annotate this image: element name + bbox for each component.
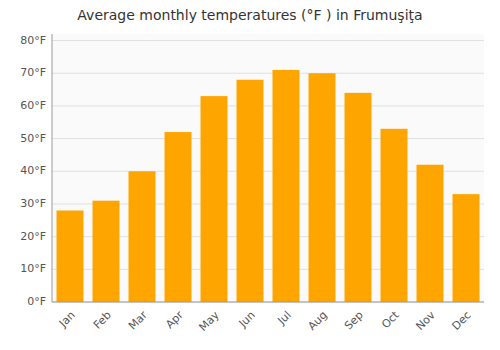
y-tick-label: 50°F xyxy=(20,132,46,145)
plot-background xyxy=(52,34,484,302)
y-tick-label: 80°F xyxy=(20,34,46,47)
grid-line xyxy=(52,105,484,106)
bar xyxy=(129,171,156,302)
bar xyxy=(57,210,84,302)
x-tick-label: Jul xyxy=(274,309,293,328)
chart: 0°F 10°F 20°F 30°F 40°F 50°F 60°F 70°F 80°F Jan Fe… xyxy=(0,0,500,350)
x-tick-label: Oct xyxy=(379,308,402,331)
bar xyxy=(273,70,300,302)
x-tick-label: Jun xyxy=(236,309,258,331)
x-tick-label: Aug xyxy=(305,309,329,333)
bar xyxy=(309,73,336,302)
grid-line xyxy=(52,302,484,303)
title: Average monthly temperatures (°F ) in Fr… xyxy=(77,7,422,23)
y-tick-label: 30°F xyxy=(20,197,46,210)
bar xyxy=(237,80,264,302)
x-tick-label: Feb xyxy=(91,309,114,332)
y-tick-label: 60°F xyxy=(20,99,46,112)
bar xyxy=(417,165,444,302)
x-tick-label: May xyxy=(196,308,222,334)
bar xyxy=(345,93,372,302)
x-tick-label: Sep xyxy=(342,309,366,333)
y-tick-label: 70°F xyxy=(20,66,46,79)
bars xyxy=(57,70,480,302)
grid-line xyxy=(52,40,484,41)
y-axis: 0°F 10°F 20°F 30°F 40°F 50°F 60°F 70°F 80°F xyxy=(20,34,46,308)
y-tick-label: 0°F xyxy=(27,295,46,308)
bar xyxy=(165,132,192,302)
bar xyxy=(453,194,480,302)
grid-line xyxy=(52,73,484,74)
x-axis: Jan Feb Mar Apr May Jun Jul Aug Sep Oct Nov Dec xyxy=(56,308,474,334)
x-tick-label: Nov xyxy=(413,308,438,333)
y-tick-label: 40°F xyxy=(20,164,46,177)
bar xyxy=(93,201,120,302)
y-tick-label: 10°F xyxy=(20,262,46,275)
x-tick-label: Apr xyxy=(163,308,186,331)
x-tick-label: Mar xyxy=(126,308,150,332)
chart-container: 0°F 10°F 20°F 30°F 40°F 50°F 60°F 70°F 80°F Jan Fe… xyxy=(0,0,500,350)
y-tick-label: 20°F xyxy=(20,230,46,243)
grid-line xyxy=(52,138,484,139)
bar xyxy=(201,96,228,302)
x-tick-label: Dec xyxy=(450,309,474,333)
grid xyxy=(52,41,484,302)
x-axis-line xyxy=(52,302,484,303)
bar xyxy=(381,129,408,302)
x-tick-label: Jan xyxy=(56,309,78,331)
y-axis-line xyxy=(52,34,53,302)
